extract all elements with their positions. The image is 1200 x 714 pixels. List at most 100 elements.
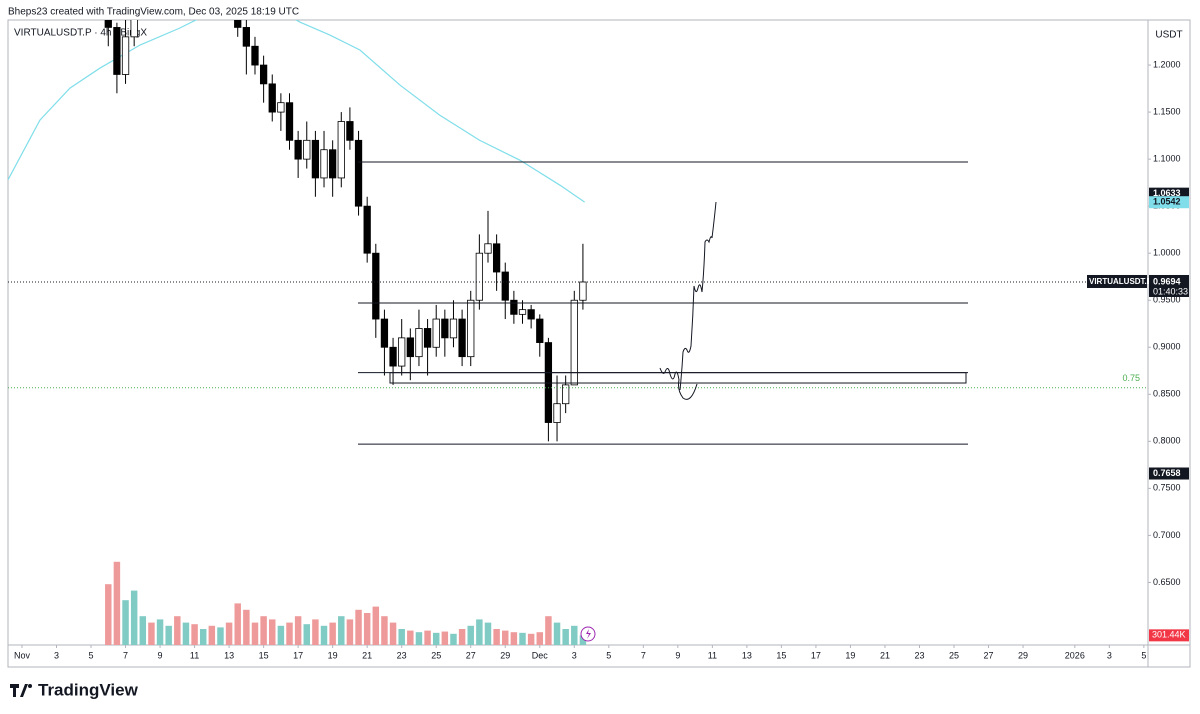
volume-bar: [294, 616, 302, 645]
volume-bar: [217, 627, 224, 645]
x-tick-label: 5: [1141, 650, 1146, 660]
volume-bar: [441, 631, 449, 645]
y-tick-label: 1.1500: [1153, 106, 1181, 116]
volume-bar: [346, 619, 354, 645]
x-tick-label: 19: [328, 650, 338, 660]
y-tick-label: 0.9500: [1153, 295, 1181, 305]
candle-body: [303, 139, 311, 160]
volume-bar: [579, 635, 587, 645]
candle-body: [467, 299, 475, 358]
volume-bar: [476, 619, 483, 645]
brand: TradingView: [38, 680, 139, 699]
volume-bar: [165, 625, 172, 645]
volume-bar: [277, 625, 285, 645]
logo: [10, 684, 32, 697]
volume-bar: [519, 632, 526, 645]
y-tick-label: 0.9000: [1153, 342, 1181, 352]
x-tick-label: 15: [776, 650, 786, 660]
candle-body: [406, 337, 414, 358]
x-tick-label: 23: [397, 650, 407, 660]
candle-body: [423, 328, 432, 348]
volume-bar: [251, 622, 259, 645]
candle-body: [294, 139, 302, 160]
last-price-tag: [1149, 274, 1189, 297]
volume-bar: [269, 619, 276, 645]
zone: [389, 372, 967, 384]
volume-bar: [312, 619, 319, 645]
x-tick-label: 11: [190, 650, 199, 660]
volume-bar: [415, 632, 423, 645]
x-tick-label: 21: [880, 650, 890, 660]
y-tick-label: 1.2000: [1153, 59, 1181, 69]
volume-tag-label: 301.44K: [1152, 630, 1186, 640]
candle-body: [329, 149, 337, 179]
y-tick-label: 0.7000: [1153, 530, 1181, 540]
volume-bar: [493, 629, 500, 645]
candle-body: [242, 27, 250, 47]
candle-body: [121, 36, 130, 75]
price-tag: [1149, 467, 1189, 480]
x-tick-label: 17: [293, 650, 303, 660]
volume-bar: [398, 629, 405, 645]
x-tick-label: 29: [1018, 650, 1028, 660]
x-tick-label: 13: [224, 650, 234, 660]
x-tick-label: 9: [158, 650, 163, 660]
x-tick-label: 9: [675, 650, 680, 660]
x-tick-label: 7: [123, 650, 128, 660]
volume-bar: [450, 633, 457, 645]
volume-bar: [320, 625, 328, 645]
x-tick-label: 5: [89, 650, 94, 660]
volume-bar: [458, 629, 466, 645]
x-tick-label: 27: [466, 650, 476, 660]
candle-body: [389, 346, 397, 367]
candle-body: [415, 328, 423, 358]
candle-body: [562, 384, 570, 405]
candle-body: [527, 309, 535, 320]
volume-bar: [355, 609, 362, 645]
volume-tag: [1149, 629, 1189, 642]
x-tick-label: 27: [984, 650, 994, 660]
volume-bar: [424, 630, 431, 645]
y-tick-label: 0.6500: [1153, 577, 1181, 587]
volume-bar: [234, 603, 241, 645]
candle-body: [518, 309, 527, 315]
volume-bar: [527, 633, 535, 645]
candle-body: [277, 102, 285, 113]
volume-bar: [225, 622, 233, 645]
x-tick-label: 7: [641, 650, 646, 660]
volume-bar: [113, 561, 121, 645]
candle-body: [492, 243, 501, 273]
candle-body: [501, 271, 509, 301]
x-tick-label: Dec: [532, 650, 549, 660]
frame: [7, 19, 1191, 668]
candle-body: [510, 299, 518, 315]
event-icon-bolt: [586, 629, 591, 639]
x-tick-label: 2026: [1065, 650, 1085, 660]
volume-bar: [191, 624, 198, 645]
candle-body: [285, 102, 294, 141]
volume-bar: [432, 632, 440, 645]
volume-bar: [562, 629, 569, 645]
x-tick-label: 3: [54, 650, 59, 660]
x-tick-label: 13: [742, 650, 752, 660]
volume-bar: [338, 616, 345, 645]
candle-body: [372, 252, 380, 320]
candle-body: [398, 337, 406, 367]
volume-bar: [502, 630, 509, 645]
candle-body: [268, 83, 276, 113]
symbol-title: VIRTUALUSDT.P · 4h · BingX: [14, 28, 147, 39]
candle-body: [337, 121, 345, 179]
candle-body: [553, 403, 561, 423]
volume-bar: [407, 630, 414, 645]
price-tag-label: 1.0633: [1153, 188, 1181, 198]
candle-body: [113, 27, 121, 75]
x-tick-label: 25: [431, 650, 441, 660]
symbol-tag-label: VIRTUALUSDT.P: [1089, 277, 1153, 286]
volume-bar: [484, 622, 492, 645]
y-tick-label: 0.7500: [1153, 483, 1181, 493]
candle-body: [570, 299, 578, 386]
currency: USDT: [1155, 30, 1182, 41]
candle-body: [130, 20, 138, 38]
